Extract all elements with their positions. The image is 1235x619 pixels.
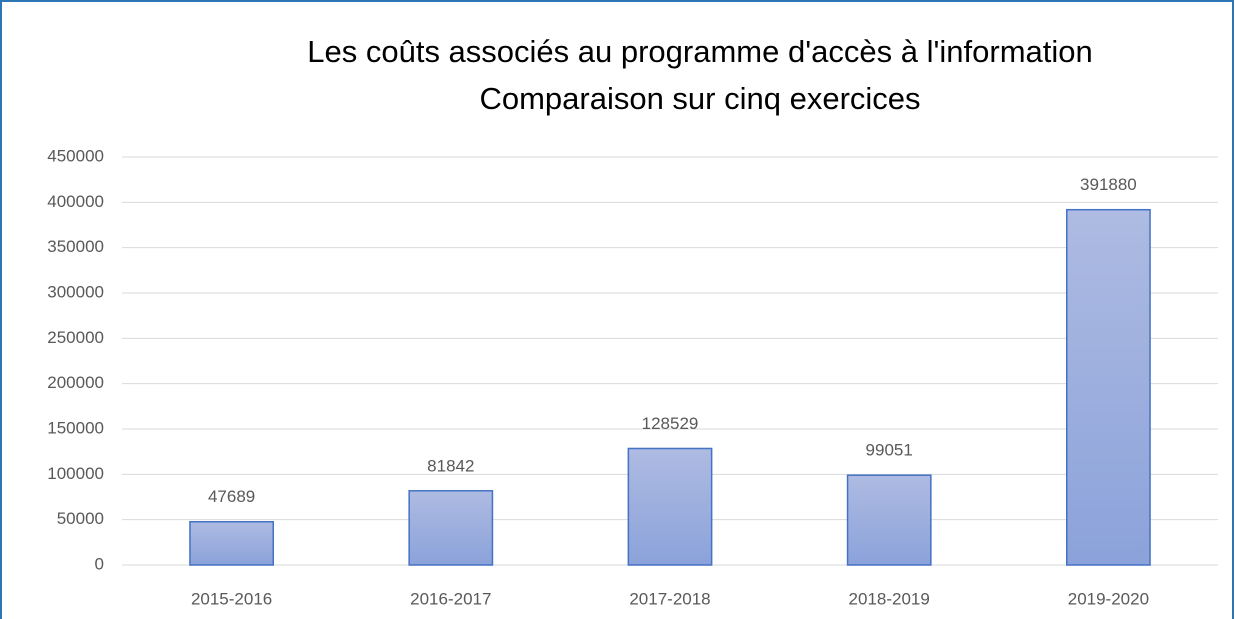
bar — [408, 490, 494, 566]
data-label: 391880 — [1080, 175, 1137, 194]
data-label: 128529 — [642, 414, 699, 433]
data-label: 99051 — [866, 441, 913, 460]
bar — [846, 474, 932, 566]
y-tick-label: 100000 — [47, 464, 104, 483]
bar — [627, 447, 713, 566]
bar — [1066, 208, 1151, 566]
y-tick-label: 350000 — [47, 237, 104, 256]
y-tick-label: 200000 — [47, 373, 104, 392]
y-tick-label: 250000 — [47, 328, 104, 347]
y-tick-label: 150000 — [47, 418, 104, 437]
y-tick-label: 450000 — [47, 146, 104, 165]
x-tick-label: 2016-2017 — [410, 589, 491, 608]
bar — [189, 521, 274, 566]
x-tick-label: 2017-2018 — [629, 589, 710, 608]
x-tick-label: 2019-2020 — [1068, 589, 1149, 608]
x-tick-label: 2018-2019 — [849, 589, 930, 608]
data-label: 81842 — [427, 456, 474, 475]
y-tick-label: 0 — [95, 554, 104, 573]
y-tick-label: 50000 — [57, 509, 104, 528]
y-tick-label: 300000 — [47, 282, 104, 301]
chart-subtitle: Comparaison sur cinq exercices — [479, 81, 920, 116]
x-tick-label: 2015-2016 — [191, 589, 272, 608]
y-tick-label: 400000 — [47, 192, 104, 211]
chart-title: Les coûts associés au programme d'accès … — [307, 34, 1093, 69]
data-label: 47689 — [208, 487, 255, 506]
